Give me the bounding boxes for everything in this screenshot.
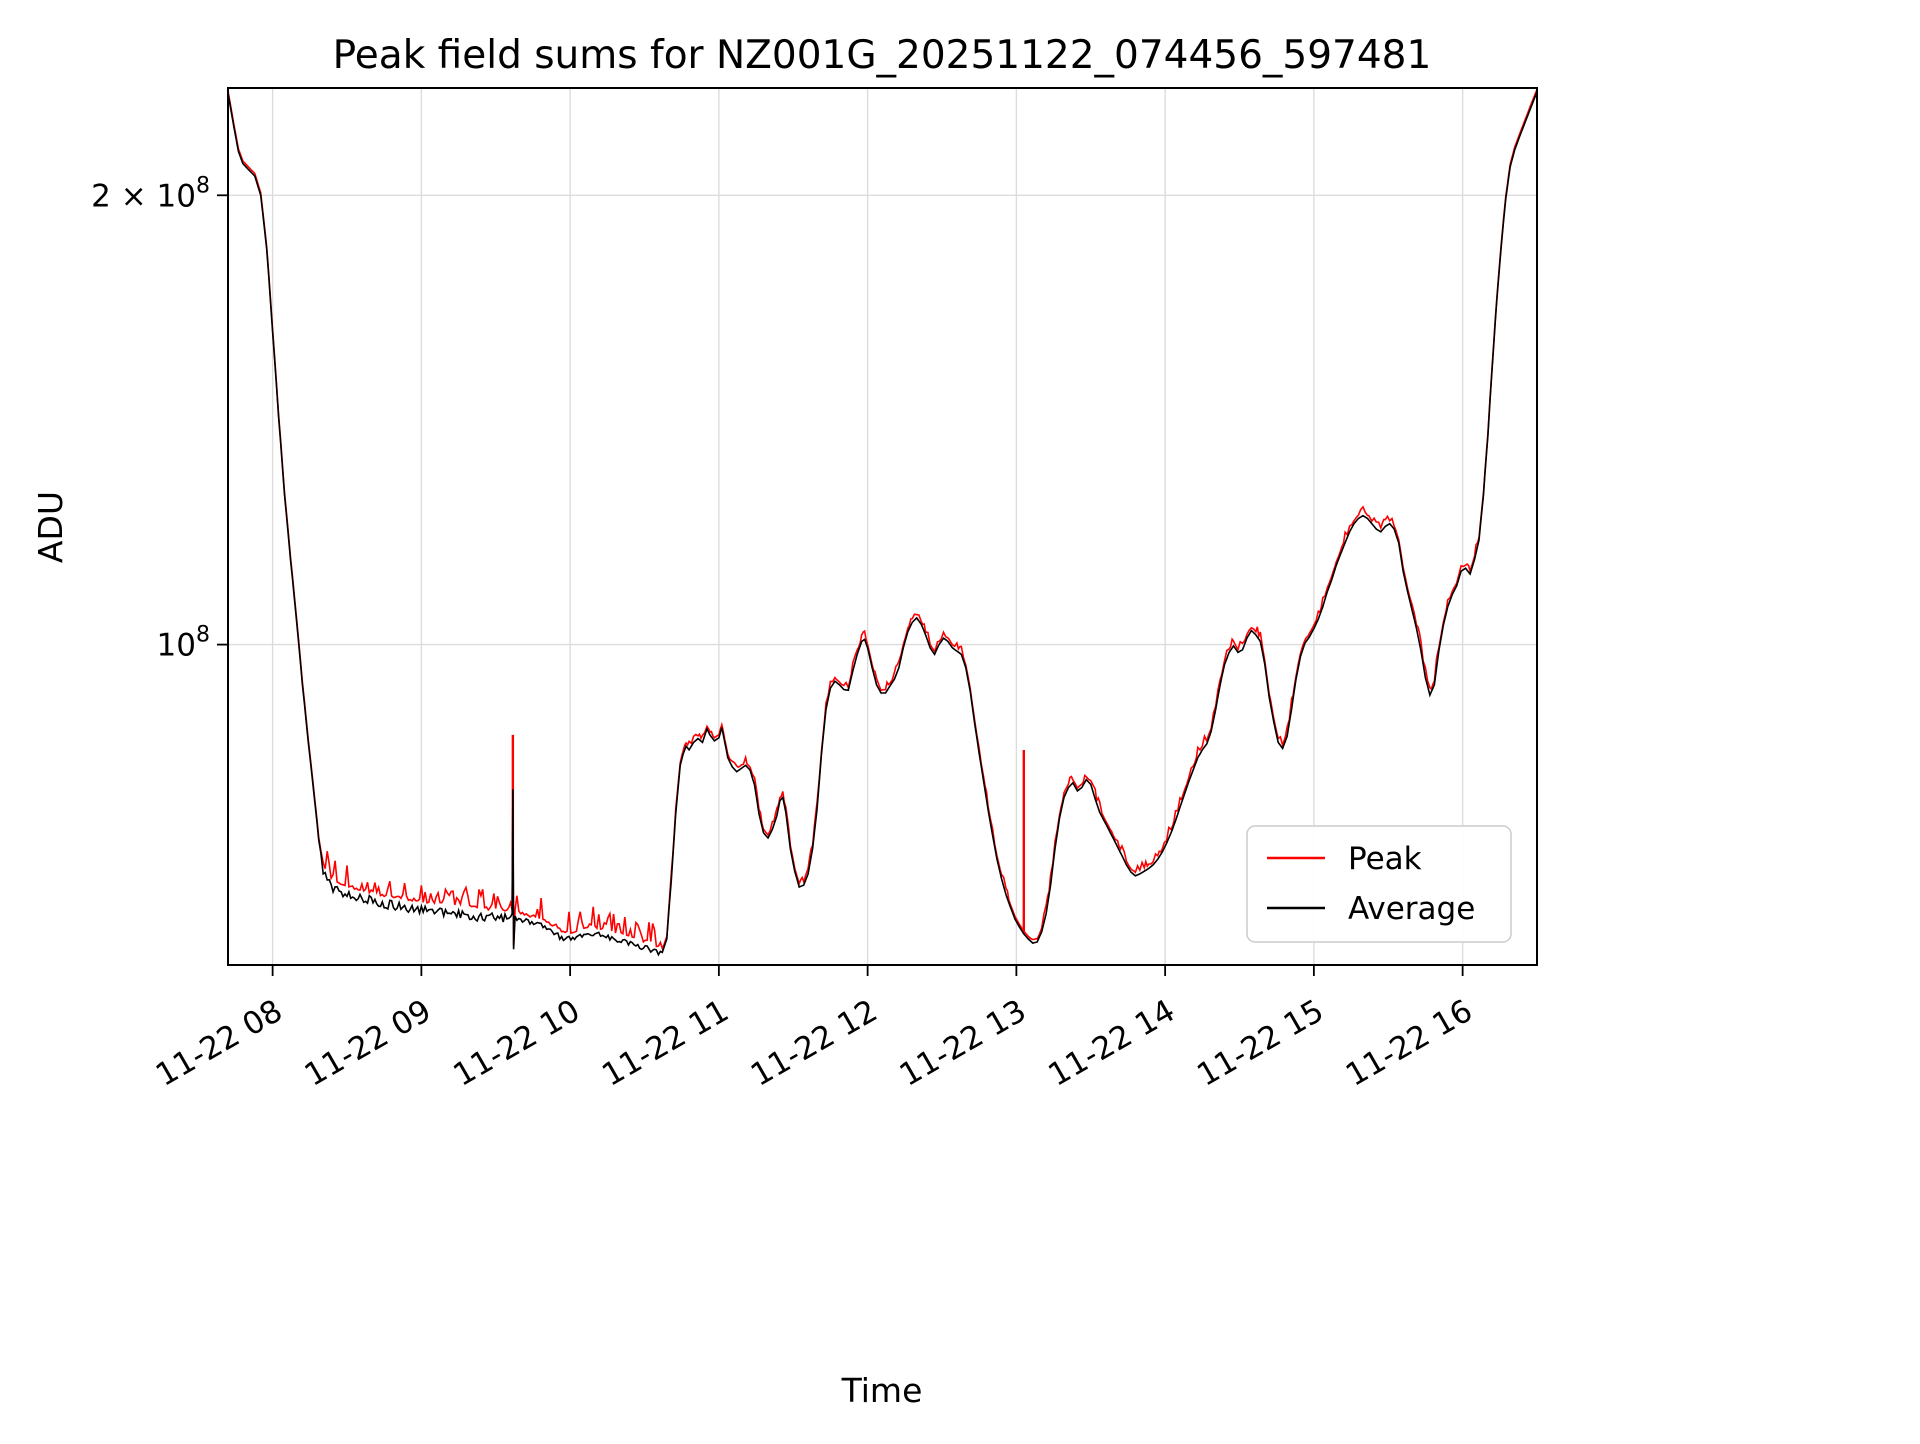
average-line — [227, 91, 1538, 957]
x-tick-label: 11-22 08 — [150, 993, 289, 1094]
x-axis-label: Time — [841, 1371, 923, 1410]
x-tick-label: 11-22 14 — [1042, 993, 1181, 1094]
y-axis-label: ADU — [31, 491, 70, 563]
gridlines — [228, 88, 1537, 965]
legend-average-label: Average — [1348, 891, 1475, 927]
x-tick-label: 11-22 16 — [1340, 993, 1479, 1094]
legend-box — [1246, 825, 1512, 943]
x-tick-label: 11-22 12 — [745, 993, 884, 1094]
y-tick-label: 108 — [157, 623, 210, 664]
legend: Peak Average — [1246, 825, 1512, 943]
x-tick-label: 11-22 13 — [894, 993, 1033, 1094]
y-tick-label: 2 × 108 — [91, 173, 210, 214]
x-tick-label: 11-22 09 — [299, 993, 438, 1094]
x-tick-label: 11-22 15 — [1191, 993, 1330, 1094]
data-series — [227, 89, 1538, 957]
plot-frame — [227, 87, 1538, 966]
x-tick-label: 11-22 11 — [596, 993, 735, 1094]
x-tick-label: 11-22 10 — [447, 993, 586, 1094]
legend-peak-label: Peak — [1348, 841, 1422, 877]
peak-line — [227, 89, 1538, 951]
chart-title: Peak field sums for NZ001G_20251122_0744… — [333, 33, 1432, 78]
axis-ticks-and-labels: 11-22 08 11-22 09 11-22 10 11-22 11 11-22 12… — [91, 173, 1478, 1093]
